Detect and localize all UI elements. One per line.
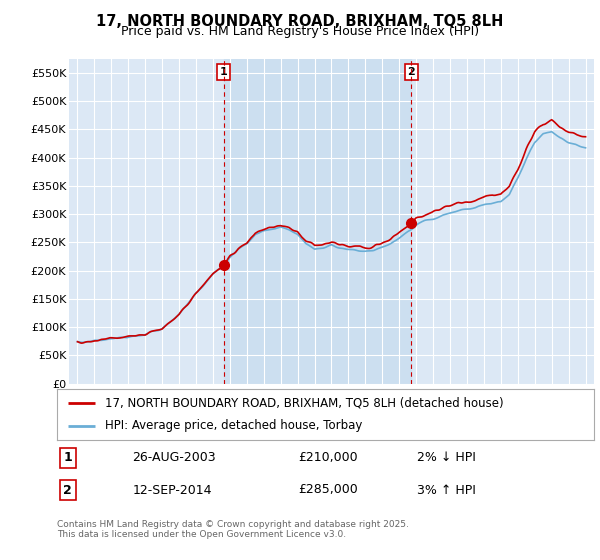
Text: £210,000: £210,000 [299, 451, 358, 464]
Text: 3% ↑ HPI: 3% ↑ HPI [417, 483, 476, 497]
Text: 1: 1 [220, 67, 227, 77]
Text: 17, NORTH BOUNDARY ROAD, BRIXHAM, TQ5 8LH: 17, NORTH BOUNDARY ROAD, BRIXHAM, TQ5 8L… [97, 14, 503, 29]
Text: 12-SEP-2014: 12-SEP-2014 [132, 483, 212, 497]
Text: 2: 2 [64, 483, 72, 497]
Text: Contains HM Land Registry data © Crown copyright and database right 2025.
This d: Contains HM Land Registry data © Crown c… [57, 520, 409, 539]
Text: 2% ↓ HPI: 2% ↓ HPI [417, 451, 476, 464]
Text: Price paid vs. HM Land Registry's House Price Index (HPI): Price paid vs. HM Land Registry's House … [121, 25, 479, 38]
Text: HPI: Average price, detached house, Torbay: HPI: Average price, detached house, Torb… [106, 419, 363, 432]
Text: 2: 2 [407, 67, 415, 77]
Bar [224, 59, 411, 384]
Text: 26-AUG-2003: 26-AUG-2003 [132, 451, 216, 464]
Text: £285,000: £285,000 [299, 483, 358, 497]
Text: 1: 1 [64, 451, 72, 464]
Text: 17, NORTH BOUNDARY ROAD, BRIXHAM, TQ5 8LH (detached house): 17, NORTH BOUNDARY ROAD, BRIXHAM, TQ5 8L… [106, 396, 504, 409]
